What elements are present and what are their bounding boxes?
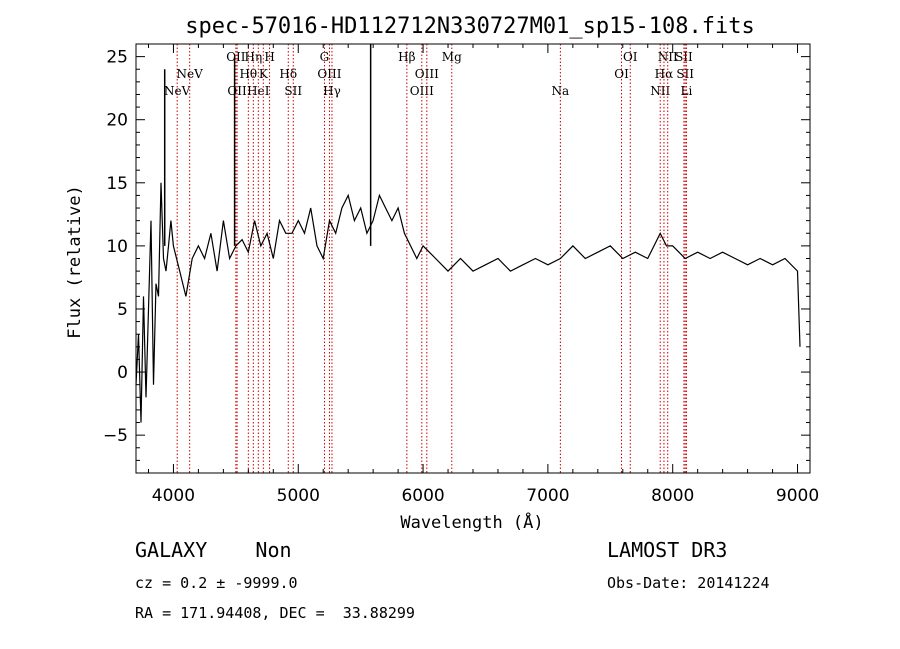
y-tick-label-1: 0 — [117, 363, 128, 383]
line-label-25: SII — [676, 67, 694, 81]
survey-label: LAMOST DR3 — [607, 538, 728, 562]
y-tick-label-0: −5 — [103, 426, 128, 446]
x-tick-label-3: 7000 — [526, 486, 569, 506]
line-label-23: NII — [658, 50, 678, 64]
line-label-2: OII — [226, 50, 246, 64]
line-label-1: NeV — [177, 67, 204, 81]
line-label-26: Li — [681, 84, 693, 98]
line-label-21: NII — [650, 84, 670, 98]
line-label-0: NeV — [164, 84, 191, 98]
x-tick-label-1: 5000 — [277, 486, 320, 506]
line-label-6: HeI — [247, 84, 270, 98]
x-tick-label-4: 8000 — [651, 486, 694, 506]
line-label-18: Na — [552, 84, 570, 98]
line-label-17: Mg — [442, 50, 462, 64]
line-label-19: OI — [614, 67, 629, 81]
line-label-11: G — [320, 50, 330, 64]
y-tick-label-4: 15 — [106, 174, 128, 194]
line-label-15: OIII — [410, 84, 434, 98]
line-label-10: SII — [284, 84, 302, 98]
redshift-label: cz = 0.2 ± -9999.0 — [135, 574, 298, 592]
line-label-20: OI — [623, 50, 638, 64]
obs-date-label: Obs-Date: 20141224 — [607, 574, 770, 592]
line-label-24: SII — [675, 50, 693, 64]
y-tick-label-5: 20 — [106, 111, 128, 131]
x-tick-label-0: 4000 — [152, 486, 195, 506]
y-axis-label: Flux (relative) — [65, 185, 85, 339]
line-label-8: H — [264, 50, 274, 64]
classification-label: GALAXY Non — [135, 538, 292, 562]
y-tick-label-3: 10 — [106, 237, 128, 257]
line-label-22: Hα — [655, 67, 674, 81]
chart-title: spec-57016-HD112712N330727M01_sp15-108.f… — [185, 14, 755, 39]
x-tick-label-5: 9000 — [776, 486, 819, 506]
coordinates-label: RA = 171.94408, DEC = 33.88299 — [135, 604, 415, 622]
line-label-13: Hγ — [323, 84, 341, 98]
line-label-4: Hθ — [239, 67, 257, 81]
x-tick-label-2: 6000 — [401, 486, 444, 506]
line-label-3: OII — [227, 84, 247, 98]
y-tick-label-2: 5 — [117, 300, 128, 320]
line-label-5: Hη — [244, 50, 262, 64]
plot-area: NeVNeVOIIOIIHθHηHeIKHHδSIIGOIIIHγHβOIIIO… — [103, 43, 819, 506]
y-tick-label-6: 25 — [106, 48, 128, 68]
line-label-14: Hβ — [398, 50, 415, 64]
line-label-16: OIII — [415, 67, 439, 81]
spectrum-line — [135, 182, 801, 423]
x-axis-label: Wavelength (Å) — [400, 511, 543, 533]
line-label-7: K — [259, 67, 269, 81]
line-label-12: OIII — [317, 67, 341, 81]
line-label-9: Hδ — [279, 67, 297, 81]
